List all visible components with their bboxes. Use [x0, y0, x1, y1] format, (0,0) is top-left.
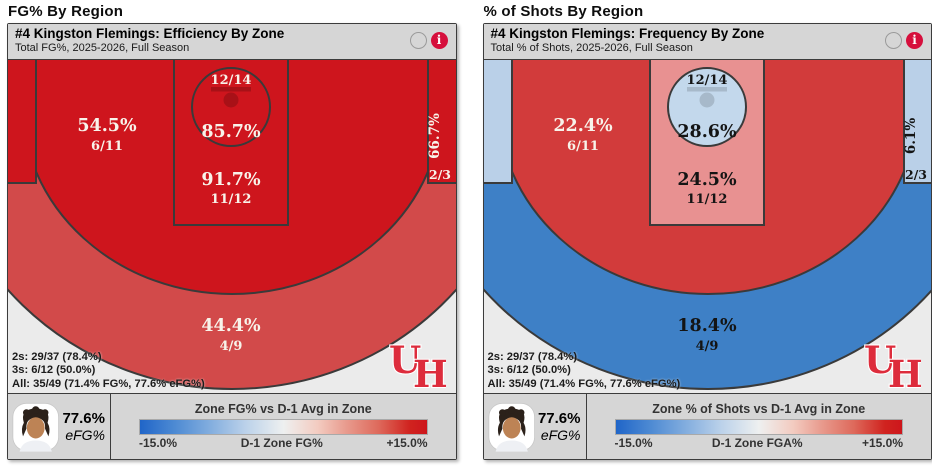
efg-value: 77.6% — [62, 410, 105, 427]
arc3-pct-label: 44.4% — [201, 316, 261, 336]
legend-max: +15.0% — [386, 436, 428, 450]
header-controls: i — [409, 32, 448, 49]
panel-efficiency: FG% By Region #4 Kingston Flemings: Effi… — [7, 1, 457, 460]
rim-made-att-label: 12/14 — [686, 73, 727, 88]
court-svg: 12/14 85.7% 91.7% 11/12 54.5% 6/11 66.7%… — [8, 60, 456, 393]
efficiency-shot-chart: 12/14 85.7% 91.7% 11/12 54.5% 6/11 66.7%… — [8, 60, 456, 393]
paint-pct-label: 91.7% — [201, 170, 261, 190]
totals-all: All: 35/49 (71.4% FG%, 77.6% eFG%) — [12, 377, 205, 390]
arc3-pct-label: 18.4% — [677, 316, 737, 336]
efficiency-card-header: #4 Kingston Flemings: Efficiency By Zone… — [8, 24, 456, 60]
uh-team-logo: U H — [388, 342, 446, 388]
corner3-pct-label: 66.7% — [427, 113, 443, 159]
midrange-made-att-label: 6/11 — [91, 139, 123, 154]
legend-min: -15.0% — [139, 436, 178, 450]
hoop-icon — [211, 87, 251, 108]
paint-pct-label: 24.5% — [677, 170, 737, 190]
logo-letter-u: U — [864, 342, 896, 382]
legend-title: Zone % of Shots vs D-1 Avg in Zone — [652, 402, 866, 416]
logo-letter-h: H — [413, 352, 446, 388]
totals-all: All: 35/49 (71.4% FG%, 77.6% eFG%) — [487, 377, 681, 390]
legend-center: D-1 Zone FGA% — [711, 436, 803, 450]
frequency-shot-chart: 12/14 28.6% 24.5% 11/12 22.4% 6/11 6.1% … — [483, 60, 931, 393]
midrange-pct-label: 22.4% — [553, 116, 613, 136]
legend-labels: -15.0% D-1 Zone FGA% +15.0% — [615, 436, 904, 450]
zone-corner3-left — [8, 60, 37, 184]
totals-2s: 2s: 29/37 (78.4%) — [487, 350, 578, 363]
arc3-made-att-label: 4/9 — [220, 339, 243, 354]
page: FG% By Region #4 Kingston Flemings: Effi… — [7, 1, 932, 460]
totals-3s: 3s: 6/12 (50.0%) — [487, 364, 571, 377]
totals-2s: 2s: 29/37 (78.4%) — [12, 350, 102, 363]
efficiency-footer: 77.6% eFG% Zone FG% vs D-1 Avg in Zone -… — [8, 393, 456, 459]
shooting-totals: 2s: 29/37 (78.4%) 3s: 6/12 (50.0%) All: … — [488, 351, 681, 391]
card-title: #4 Kingston Flemings: Efficiency By Zone — [15, 26, 285, 41]
arc3-made-att-label: 4/9 — [695, 339, 718, 354]
frequency-card: #4 Kingston Flemings: Frequency By Zone … — [482, 23, 932, 460]
colorbar-legend: Zone % of Shots vs D-1 Avg in Zone -15.0… — [587, 394, 932, 459]
zone-rim — [666, 67, 747, 147]
zone-rim — [191, 67, 271, 147]
page-title-efficiency: FG% By Region — [8, 3, 124, 20]
midrange-made-att-label: 6/11 — [567, 139, 599, 154]
card-title: #4 Kingston Flemings: Frequency By Zone — [490, 26, 765, 41]
logo-letter-h: H — [888, 352, 921, 388]
card-subtitle: Total FG%, 2025-2026, Full Season — [15, 42, 190, 54]
zone-corner3-right — [427, 60, 456, 184]
card-subtitle: Total % of Shots, 2025-2026, Full Season — [490, 42, 693, 54]
rim-pct-label: 28.6% — [677, 122, 737, 142]
panel-frequency: % of Shots By Region #4 Kingston Fleming… — [482, 1, 932, 460]
totals-3s: 3s: 6/12 (50.0%) — [12, 364, 96, 377]
efg-label: eFG% — [540, 427, 581, 443]
efg-label: eFG% — [65, 427, 105, 443]
paint-made-att-label: 11/12 — [211, 192, 252, 207]
player-box: 77.6% eFG% — [8, 394, 111, 459]
legend-title: Zone FG% vs D-1 Avg in Zone — [194, 402, 372, 416]
legend-labels: -15.0% D-1 Zone FG% +15.0% — [139, 436, 428, 450]
legend-center: D-1 Zone FG% — [240, 436, 323, 450]
rim-pct-label: 85.7% — [201, 122, 261, 142]
legend-min: -15.0% — [614, 436, 653, 450]
efg-value: 77.6% — [537, 410, 581, 427]
toggle-circle-icon[interactable] — [885, 32, 902, 49]
player-box: 77.6% eFG% — [484, 394, 587, 459]
frequency-card-header: #4 Kingston Flemings: Frequency By Zone … — [483, 24, 931, 60]
corner3-pct-label: 6.1% — [903, 118, 919, 154]
page-title-frequency: % of Shots By Region — [483, 3, 644, 20]
paint-made-att-label: 11/12 — [686, 192, 727, 207]
shooting-totals: 2s: 29/37 (78.4%) 3s: 6/12 (50.0%) All: … — [12, 351, 205, 391]
zone-corner3-left — [483, 60, 513, 184]
midrange-pct-label: 54.5% — [77, 116, 137, 136]
hoop-icon — [686, 87, 727, 108]
court-svg: 12/14 28.6% 24.5% 11/12 22.4% 6/11 6.1% … — [483, 60, 931, 393]
legend-max: +15.0% — [861, 436, 903, 450]
header-controls: i — [885, 32, 923, 49]
uh-team-logo: U H — [863, 342, 921, 388]
info-icon[interactable]: i — [906, 32, 923, 49]
info-icon[interactable]: i — [430, 32, 448, 49]
rim-made-att-label: 12/14 — [211, 73, 252, 88]
player-photo — [487, 402, 535, 452]
colorbar-legend: Zone FG% vs D-1 Avg in Zone -15.0% D-1 Z… — [111, 394, 456, 459]
corner3-made-att-label: 2/3 — [429, 167, 451, 182]
player-photo — [12, 402, 60, 452]
legend-gradient-bar — [614, 419, 903, 435]
logo-letter-u: U — [389, 342, 421, 382]
toggle-circle-icon[interactable] — [409, 32, 427, 49]
legend-gradient-bar — [139, 419, 428, 435]
efg-block: 77.6% eFG% — [538, 410, 581, 443]
frequency-footer: 77.6% eFG% Zone % of Shots vs D-1 Avg in… — [483, 393, 932, 459]
efficiency-card: #4 Kingston Flemings: Efficiency By Zone… — [7, 23, 457, 460]
zone-corner3-right — [902, 60, 931, 184]
corner3-made-att-label: 2/3 — [905, 167, 927, 182]
efg-block: 77.6% eFG% — [62, 410, 105, 443]
